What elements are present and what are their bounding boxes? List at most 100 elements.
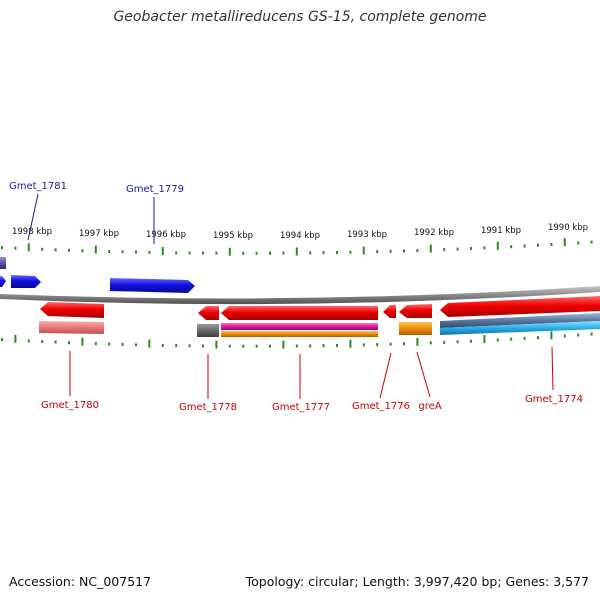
gene-label-gmet-1781[interactable]: Gmet_1781 (9, 181, 67, 192)
ruler-minor-tick (1, 338, 3, 342)
ruler-minor-tick (577, 333, 580, 337)
ruler-minor-tick (456, 247, 459, 251)
ruler-minor-tick (282, 251, 285, 255)
ruler-minor-tick (135, 250, 137, 254)
feature-light-red[interactable] (39, 321, 104, 334)
gene-arrow-grea[interactable] (399, 304, 432, 318)
gene-arrow-gmet-1776[interactable] (383, 305, 396, 318)
ruler-minor-tick (14, 246, 17, 250)
ruler-major-tick (416, 337, 419, 346)
feature-grey[interactable] (197, 324, 219, 337)
gene-label-grea[interactable]: greA (418, 401, 441, 412)
ruler-label: 1994 kbp (280, 231, 320, 241)
ruler-minor-tick (121, 343, 124, 346)
gene-labels: Gmet_1781 Gmet_1779 Gmet_1780 Gmet_1778 … (9, 181, 583, 413)
ruler-minor-tick (376, 250, 379, 254)
ruler-minor-tick (456, 340, 459, 344)
leader-grea (416, 351, 431, 398)
ruler-minor-tick (523, 244, 526, 248)
ruler-minor-tick (68, 248, 70, 252)
ruler-major-tick (349, 339, 352, 348)
ruler-minor-tick (121, 250, 124, 254)
ruler-minor-tick (336, 344, 338, 347)
ruler-minor-tick (537, 336, 539, 340)
ruler-minor-tick (336, 251, 338, 254)
gene-arrow-gmet-1779[interactable] (110, 278, 195, 293)
ruler-major-tick (483, 335, 486, 344)
ruler-minor-tick (175, 344, 178, 348)
ruler-minor-tick (108, 342, 111, 346)
secondary-features (39, 313, 600, 337)
ruler-minor-tick (135, 343, 137, 347)
gene-label-gmet-1774[interactable]: Gmet_1774 (525, 394, 583, 405)
feature-slate[interactable] (440, 313, 600, 328)
feature-pink[interactable] (221, 323, 378, 330)
gene-arrow-gmet-1781[interactable] (11, 275, 41, 288)
ruler-major-tick (295, 247, 298, 256)
reverse-strand-genes (40, 296, 600, 320)
ruler-minor-tick (161, 343, 164, 347)
ruler-minor-tick (54, 340, 57, 344)
ruler-major-tick (148, 339, 151, 348)
ruler-major-tick (27, 243, 30, 252)
gene-label-gmet-1776[interactable]: Gmet_1776 (352, 401, 410, 412)
top-ruler (1, 238, 593, 256)
gene-label-gmet-1777[interactable]: Gmet_1777 (272, 402, 330, 413)
ruler-minor-tick (577, 241, 580, 245)
gene-arrow-gmet-1780[interactable] (40, 302, 104, 318)
ruler-minor-tick (416, 249, 419, 252)
ruler-minor-tick (27, 339, 30, 343)
ruler-minor-tick (148, 250, 151, 254)
ruler-major-tick (362, 246, 365, 255)
genome-backbone (0, 286, 600, 305)
ruler-major-tick (228, 247, 231, 256)
gene-arrow-gmet-1777[interactable] (221, 306, 378, 320)
ruler-major-tick (429, 244, 432, 253)
gene-arrow-gmet-1774[interactable] (440, 296, 600, 317)
ruler-minor-tick (322, 344, 325, 348)
gene-feature-purple[interactable] (0, 257, 6, 269)
ruler-minor-tick (188, 251, 191, 255)
ruler-minor-tick (483, 246, 486, 250)
feature-orange-1777[interactable] (221, 331, 378, 337)
ruler-minor-tick (81, 249, 84, 253)
ruler-major-tick (563, 238, 566, 247)
forward-strand-genes (0, 257, 195, 293)
gene-arrow-forward[interactable] (0, 276, 6, 287)
ruler-label: 1990 kbp (548, 223, 588, 233)
feature-orange-grea[interactable] (399, 322, 432, 335)
ruler-label: 1993 kbp (347, 230, 387, 240)
gene-label-gmet-1778[interactable]: Gmet_1778 (179, 402, 237, 413)
gene-label-gmet-1779[interactable]: Gmet_1779 (126, 184, 184, 195)
feature-cyan[interactable] (440, 321, 600, 335)
gene-label-gmet-1780[interactable]: Gmet_1780 (41, 400, 99, 411)
ruler-minor-tick (68, 341, 70, 345)
ruler-major-tick (161, 247, 164, 256)
accession-text: Accession: NC_007517 (9, 574, 152, 589)
ruler-major-tick (94, 245, 97, 254)
ruler-minor-tick (563, 334, 566, 338)
ruler-minor-tick (389, 342, 392, 346)
ruler-minor-tick (496, 338, 499, 342)
ruler-label: 1992 kbp (414, 228, 454, 238)
leader-gmet-1776 (379, 352, 392, 399)
ruler-major-tick (215, 340, 218, 349)
gene-arrow-gmet-1778[interactable] (198, 306, 219, 320)
ruler-minor-tick (403, 342, 405, 346)
ruler-minor-tick (228, 344, 231, 348)
ruler-minor-tick (54, 248, 57, 252)
genome-summary-text: Topology: circular; Length: 3,997,420 bp… (245, 574, 589, 589)
ruler-minor-tick (362, 343, 365, 347)
ruler-label: 1991 kbp (481, 226, 521, 236)
ruler-minor-tick (376, 343, 379, 347)
ruler-minor-tick (470, 339, 472, 343)
genome-title: Geobacter metallireducens GS-15, complet… (113, 9, 487, 25)
ruler-minor-tick (443, 248, 446, 252)
ruler-minor-tick (242, 344, 245, 348)
ruler-minor-tick (523, 336, 526, 340)
leader-gmet-1774 (551, 346, 554, 391)
ruler-minor-tick (202, 344, 204, 348)
ruler-minor-tick (510, 245, 513, 249)
ruler-minor-tick (349, 250, 352, 254)
ruler-minor-tick (41, 340, 44, 344)
